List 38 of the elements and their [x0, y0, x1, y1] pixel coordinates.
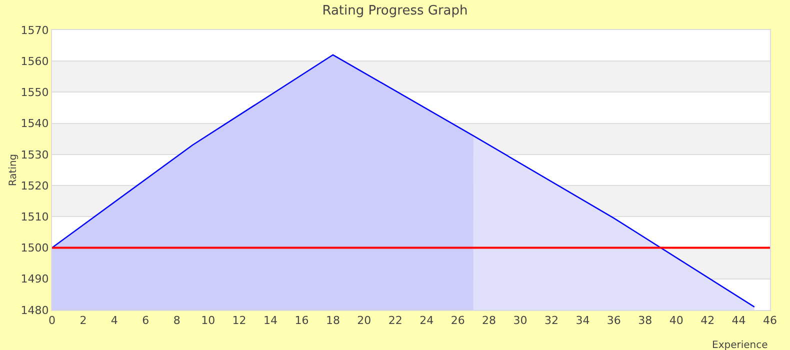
y-tick-label: 1520 — [20, 179, 49, 192]
x-tick-label: 24 — [420, 314, 434, 328]
x-tick-label: 16 — [294, 314, 309, 328]
x-tick-label: 4 — [110, 314, 118, 328]
x-tick-label: 8 — [173, 314, 180, 328]
x-tick-label: 30 — [513, 314, 528, 328]
x-tick-label: 0 — [48, 314, 56, 328]
x-tick-label: 22 — [388, 314, 402, 328]
y-tick-label: 1530 — [20, 148, 49, 162]
y-tick-label: 1570 — [20, 24, 49, 37]
y-tick-label: 1540 — [20, 117, 49, 130]
x-tick-label: 44 — [732, 314, 746, 328]
y-tick-label: 1480 — [20, 304, 49, 317]
y-tick-label: 1490 — [20, 272, 49, 286]
x-tick-label: 28 — [482, 314, 496, 328]
x-tick-label: 40 — [669, 314, 684, 328]
y-tick-label: 1500 — [20, 242, 49, 255]
x-tick-label: 2 — [80, 314, 87, 328]
y-tick-label: 1560 — [20, 54, 49, 68]
x-tick-label: 36 — [606, 314, 621, 328]
x-tick-label: 46 — [763, 314, 777, 328]
x-tick-label: 26 — [450, 314, 465, 328]
x-tick-label: 12 — [232, 314, 246, 328]
x-tick-label: 20 — [357, 314, 372, 328]
chart-title: Rating Progress Graph — [322, 3, 468, 18]
x-tick-label: 38 — [638, 314, 652, 328]
x-tick-label: 18 — [326, 314, 340, 328]
x-tick-label: 10 — [201, 314, 216, 328]
x-tick-label: 32 — [544, 314, 558, 328]
y-axis-title: Rating — [8, 154, 19, 186]
x-tick-label: 34 — [576, 314, 590, 328]
x-tick-label: 42 — [700, 314, 715, 328]
x-axis-title: Experience — [712, 340, 768, 350]
y-tick-label: 1510 — [20, 210, 49, 224]
line-series — [52, 54, 756, 308]
x-tick-label: 14 — [264, 314, 278, 328]
y-tick-label: 1550 — [20, 86, 49, 100]
x-tick-label: 6 — [142, 314, 150, 328]
